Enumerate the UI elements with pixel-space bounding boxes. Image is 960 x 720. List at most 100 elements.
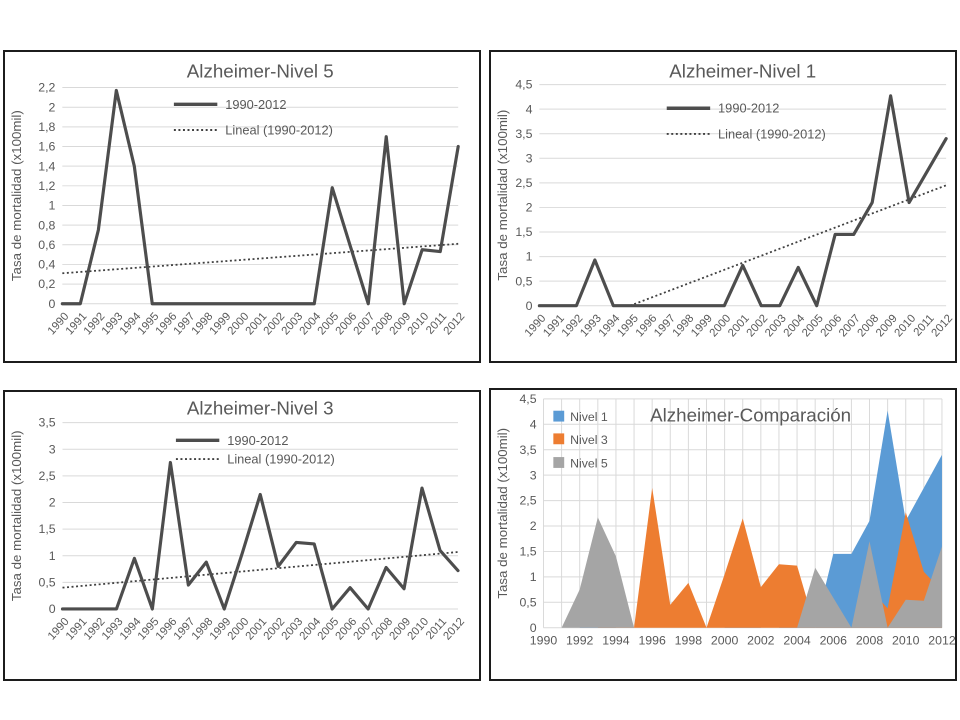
y-tick-label: 2 (49, 496, 56, 510)
y-axis-title: Tasa de mortalidad (x100mil) (9, 110, 24, 281)
y-tick-label: 3 (530, 468, 537, 482)
x-tick-label: 2004 (783, 633, 811, 647)
legend-swatch (553, 410, 565, 422)
y-tick-label: 0,5 (515, 274, 532, 288)
x-tick-label: 2002 (747, 633, 775, 647)
area-nivel-1 (543, 410, 942, 628)
y-tick-label: 0,2 (38, 277, 55, 291)
y-tick-label: 4,5 (519, 392, 536, 406)
legend: 1990-2012 Lineal (1990-2012) (173, 97, 333, 137)
y-tick-label: 4 (530, 417, 537, 431)
y-axis: 0 0,5 1 1,5 2 2,5 3 3,5 (38, 416, 55, 616)
legend-label: 1990-2012 (225, 97, 286, 112)
series-line (60, 460, 460, 611)
legend-label: Nivel 5 (570, 456, 608, 470)
legend: 1990-2012 Lineal (1990-2012) (666, 101, 826, 141)
chart-title: Alzheimer-Nivel 5 (187, 61, 334, 82)
y-tick-label: 1,5 (38, 522, 55, 536)
chart-title: Alzheimer-Comparación (650, 405, 851, 426)
legend-label: Lineal (1990-2012) (225, 122, 333, 137)
y-tick-label: 2 (526, 201, 533, 215)
y-tick-label: 0,4 (38, 258, 55, 272)
y-tick-label: 1,4 (38, 159, 55, 173)
area-series (543, 410, 942, 628)
y-tick-label: 0,8 (38, 218, 55, 232)
x-tick-label: 2012 (928, 633, 955, 647)
gridlines (62, 422, 458, 610)
y-tick-label: 2,2 (38, 81, 55, 95)
trendline (629, 184, 947, 307)
x-axis: 1990 1992 1994 1996 1998 2000 2002 2004 2006 2008… (530, 633, 955, 647)
y-axis-title: Tasa de mortalidad (x100mil) (495, 428, 510, 599)
chart-alzheimer-nivel5: 0 0,2 0,4 0,6 0,8 1 1,2 1,4 1,6 1,8 2 2,2 Tasa de mo… (3, 50, 481, 363)
y-tick-label: 0 (530, 621, 537, 635)
y-tick-label: 4 (526, 102, 533, 116)
y-tick-label: 3,5 (38, 416, 55, 430)
y-tick-label: 2 (530, 519, 537, 533)
legend-label: Lineal (1990-2012) (718, 126, 826, 141)
y-tick-label: 1,8 (38, 120, 55, 134)
y-tick-label: 1 (526, 250, 533, 264)
y-tick-label: 3 (49, 442, 56, 456)
area-nivel-5 (543, 517, 942, 628)
chart-alzheimer-comparacion: 0 0,5 1 1,5 2 2,5 3 3,5 4 4,5 Tasa de mortalidad (… (489, 388, 957, 681)
x-tick-label: 1990 (530, 633, 558, 647)
x-tick-label: 2006 (820, 633, 848, 647)
series-line (60, 88, 460, 306)
chart-alzheimer-nivel1: 0 0,5 1 1,5 2 2,5 3 3,5 4 4,5 Tasa de mortalidad (… (489, 50, 957, 363)
y-tick-label: 1 (49, 199, 56, 213)
chart-alzheimer-nivel3: 0 0,5 1 1,5 2 2,5 3 3,5 Tasa de mortalidad (x100… (3, 390, 481, 681)
y-tick-label: 3,5 (515, 127, 532, 141)
series-line (537, 94, 948, 308)
y-tick-label: 1,5 (515, 225, 532, 239)
legend-label: 1990-2012 (227, 433, 288, 448)
y-tick-label: 1,2 (38, 179, 55, 193)
legend: Nivel 1 Nivel 3 Nivel 5 (553, 410, 608, 470)
y-tick-label: 4,5 (515, 78, 532, 92)
chart-nivel5-svg: 0 0,2 0,4 0,6 0,8 1 1,2 1,4 1,6 1,8 2 2,2 Tasa de mo… (9, 61, 468, 338)
legend-swatch (553, 433, 565, 445)
y-axis-title: Tasa de mortalidad (x100mil) (495, 110, 510, 281)
chart-title: Alzheimer-Nivel 3 (187, 398, 334, 419)
legend-label: 1990-2012 (718, 101, 779, 116)
y-tick-label: 2,5 (38, 469, 55, 483)
y-tick-label: 1,5 (519, 545, 536, 559)
x-tick-label: 1996 (638, 633, 666, 647)
x-tick-label: 2000 (711, 633, 739, 647)
y-tick-label: 0 (526, 299, 533, 313)
x-tick-label: 1992 (566, 633, 594, 647)
y-tick-label: 3 (526, 151, 533, 165)
y-tick-label: 2,5 (515, 176, 532, 190)
y-tick-label: 0,5 (38, 575, 55, 589)
x-axis: 1990199119921993199419951996199719981999… (523, 313, 955, 340)
chart-title: Alzheimer-Nivel 1 (669, 61, 816, 82)
legend-label: Lineal (1990-2012) (227, 452, 335, 467)
x-tick-label: 2012 (441, 616, 467, 643)
x-tick-label: 2012 (442, 311, 468, 338)
y-tick-label: 0,6 (38, 238, 55, 252)
y-axis: 0 0,5 1 1,5 2 2,5 3 3,5 4 4,5 (519, 392, 536, 635)
y-tick-label: 1 (49, 549, 56, 563)
y-tick-label: 1,6 (38, 140, 55, 154)
legend-swatch (553, 457, 565, 468)
legend: 1990-2012 Lineal (1990-2012) (175, 433, 335, 467)
area-nivel-3 (543, 487, 942, 628)
x-axis: 1990199119921993199419951996199719981999… (46, 616, 467, 643)
x-tick-label: 1998 (675, 633, 703, 647)
legend-label: Nivel 3 (570, 433, 608, 447)
y-tick-label: 3,5 (519, 443, 536, 457)
x-tick-label: 2010 (892, 633, 920, 647)
chart-comparacion-svg: 0 0,5 1 1,5 2 2,5 3 3,5 4 4,5 Tasa de mortalidad (… (495, 392, 955, 647)
y-tick-label: 0,5 (519, 595, 536, 609)
x-axis: 1990199119921993199419951996199719981999… (46, 311, 468, 338)
y-tick-label: 0 (49, 297, 56, 311)
y-axis-title: Tasa de mortalidad (x100mil) (9, 430, 24, 601)
y-tick-label: 2,5 (519, 494, 536, 508)
chart-nivel1-svg: 0 0,5 1 1,5 2 2,5 3 3,5 4 4,5 Tasa de mortalidad (… (495, 61, 955, 340)
y-axis: 0 0,5 1 1,5 2 2,5 3 3,5 4 4,5 (515, 78, 532, 313)
chart-nivel3-svg: 0 0,5 1 1,5 2 2,5 3 3,5 Tasa de mortalidad (x100… (9, 398, 467, 643)
x-tick-label: 2012 (929, 313, 955, 340)
y-tick-label: 0 (49, 602, 56, 616)
y-tick-label: 2 (49, 100, 56, 114)
